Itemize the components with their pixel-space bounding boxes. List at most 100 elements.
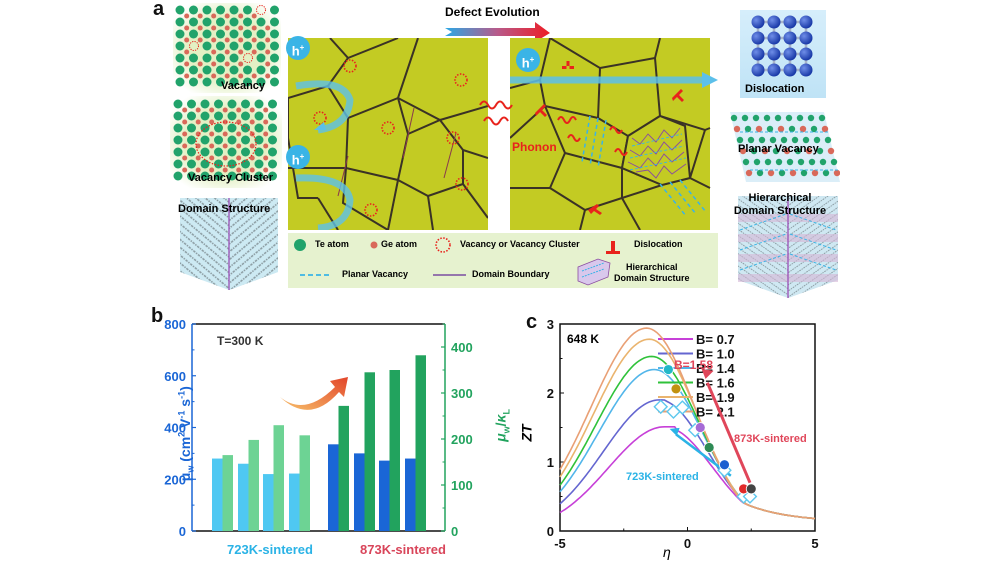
ge-atom bbox=[222, 107, 228, 113]
atom bbox=[774, 114, 782, 122]
atom bbox=[791, 136, 799, 144]
te-atom bbox=[227, 147, 237, 157]
ge-atom bbox=[236, 131, 242, 137]
te-atom bbox=[241, 135, 250, 145]
chart-c-x-tick-label: 0 bbox=[684, 536, 691, 551]
te-atom bbox=[200, 123, 210, 133]
ge-atom bbox=[184, 49, 190, 55]
chart-b-bar-ratio bbox=[299, 435, 310, 531]
ge-atom bbox=[195, 143, 201, 149]
legend-hierarchical: Hierarchical Domain Structure bbox=[614, 262, 690, 284]
hierarchical-domain-icon bbox=[577, 258, 611, 286]
atom bbox=[767, 47, 781, 61]
chart-c-legend-label: B= 2.1 bbox=[696, 405, 735, 420]
te-atom bbox=[173, 111, 183, 121]
chart-b-right-tick-label: 300 bbox=[451, 386, 473, 401]
chart-c-y-tick-label: 2 bbox=[547, 386, 554, 401]
te-atom bbox=[229, 77, 239, 87]
ge-atom bbox=[249, 119, 255, 125]
ge-atom bbox=[251, 49, 257, 55]
atom bbox=[788, 125, 796, 133]
te-atom bbox=[254, 135, 264, 145]
atom bbox=[805, 147, 813, 155]
te-atom bbox=[216, 65, 225, 75]
te-atom bbox=[216, 77, 225, 87]
ge-atom bbox=[236, 155, 242, 161]
atom bbox=[783, 47, 797, 61]
te-atom bbox=[175, 53, 185, 63]
ge-atom bbox=[224, 61, 230, 67]
te-atom bbox=[229, 65, 239, 75]
te-atom bbox=[187, 159, 196, 169]
phonon-waves bbox=[557, 116, 628, 156]
te-atom bbox=[229, 5, 239, 15]
vacancy-icon bbox=[435, 237, 451, 253]
dislocation-icon bbox=[606, 241, 620, 254]
ge-atom bbox=[224, 25, 230, 31]
chart-b-bar-ratio bbox=[415, 355, 426, 531]
legend-te-atom: Te atom bbox=[315, 239, 349, 249]
ge-atom bbox=[224, 73, 230, 79]
atom bbox=[830, 158, 838, 166]
vacancy-inset bbox=[173, 3, 281, 93]
te-atom bbox=[268, 99, 277, 109]
atom bbox=[777, 125, 785, 133]
te-atom bbox=[241, 99, 250, 109]
chart-b-bar-mu-w bbox=[289, 473, 300, 531]
atom bbox=[752, 114, 760, 122]
chart-c-723-label: 723K-sintered bbox=[626, 471, 699, 483]
te-atom bbox=[270, 53, 279, 63]
te-atom bbox=[227, 111, 237, 121]
te-atom bbox=[202, 65, 212, 75]
ge-atom bbox=[182, 155, 188, 161]
grain-panel-after bbox=[510, 38, 718, 230]
chart-c-legend-label: B= 1.0 bbox=[696, 347, 735, 362]
atom bbox=[799, 63, 813, 77]
ge-atom bbox=[249, 143, 255, 149]
ge-atom bbox=[251, 13, 257, 19]
ge-atom bbox=[209, 131, 215, 137]
ge-atom bbox=[263, 143, 269, 149]
chart-b-bar-ratio bbox=[389, 370, 400, 531]
te-atom bbox=[202, 17, 212, 27]
vacancy-label: Vacancy bbox=[221, 80, 266, 92]
legend-domain-boundary: Domain Boundary bbox=[472, 269, 550, 279]
chart-b: 0 200 400 600 800 0 100 200 300 400 bbox=[164, 317, 473, 539]
atom bbox=[799, 15, 813, 29]
ge-atom bbox=[209, 155, 215, 161]
te-atom bbox=[214, 135, 223, 145]
chart-c-y-tick-label: 0 bbox=[547, 524, 554, 539]
te-atom bbox=[200, 159, 210, 169]
ge-atom bbox=[197, 61, 203, 67]
atom bbox=[789, 169, 797, 177]
atom bbox=[767, 15, 781, 29]
te-atom bbox=[229, 29, 239, 39]
chart-c-873-arrow bbox=[706, 382, 752, 484]
chart-b-bar-ratio bbox=[273, 425, 284, 531]
chart-c-point-873k bbox=[662, 364, 674, 375]
atom bbox=[818, 114, 826, 122]
hierarchical-domain-grain bbox=[620, 114, 692, 187]
ge-atom bbox=[184, 13, 190, 19]
ge-atom bbox=[182, 107, 188, 113]
te-atom bbox=[187, 135, 196, 145]
legend-ge-atom: Ge atom bbox=[381, 239, 418, 249]
te-atom bbox=[268, 147, 277, 157]
te-atom bbox=[227, 99, 237, 109]
te-atom bbox=[202, 77, 212, 87]
ge-atom bbox=[238, 37, 244, 43]
phonon-wave-incoming bbox=[479, 100, 513, 126]
ge-atom bbox=[224, 49, 230, 55]
atom bbox=[811, 169, 819, 177]
vacancy-marker bbox=[256, 5, 266, 15]
atom bbox=[783, 63, 797, 77]
ge-atom bbox=[222, 167, 228, 173]
ge-atom bbox=[222, 131, 228, 137]
atom bbox=[766, 125, 774, 133]
chart-c-873-label: 873K-sintered bbox=[734, 433, 807, 445]
atom bbox=[733, 125, 741, 133]
chart-c-annotation: 648 K bbox=[567, 332, 600, 346]
te-atom bbox=[256, 29, 266, 39]
chart-c-frame bbox=[559, 323, 816, 532]
chart-c-point-873k bbox=[719, 459, 730, 471]
